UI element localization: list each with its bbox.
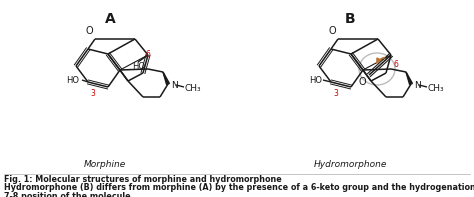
Text: HO: HO: [309, 75, 322, 85]
Text: A: A: [105, 12, 115, 26]
Polygon shape: [406, 72, 412, 85]
Text: HO: HO: [66, 75, 79, 85]
Text: 7-8 position of the molecule: 7-8 position of the molecule: [4, 192, 131, 197]
Polygon shape: [163, 72, 169, 85]
Text: Morphine: Morphine: [84, 160, 126, 169]
Text: Hydromorphone (B) differs from morphine (A) by the presence of a 6-keto group an: Hydromorphone (B) differs from morphine …: [4, 183, 474, 192]
Text: HO: HO: [132, 62, 145, 71]
Text: O: O: [358, 77, 366, 87]
Text: 3: 3: [333, 89, 338, 98]
Text: 6: 6: [394, 60, 399, 69]
Text: Hydromorphone: Hydromorphone: [313, 160, 387, 169]
Text: Fig. 1: Molecular structures of morphine and hydromorphone: Fig. 1: Molecular structures of morphine…: [4, 175, 282, 184]
Text: O: O: [85, 26, 93, 36]
Text: CH₃: CH₃: [428, 84, 445, 93]
Text: CH₃: CH₃: [185, 84, 201, 93]
Text: O: O: [328, 26, 336, 36]
Text: 6: 6: [146, 49, 151, 59]
Text: 3: 3: [90, 89, 95, 98]
Text: N: N: [414, 81, 421, 89]
Text: N: N: [171, 81, 178, 89]
Text: B: B: [345, 12, 356, 26]
